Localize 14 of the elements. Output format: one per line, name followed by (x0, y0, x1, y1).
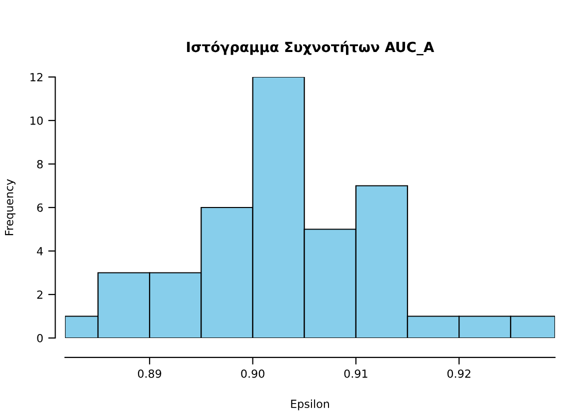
y-tick-label: 6 (37, 203, 43, 212)
y-axis-title: Frequency (5, 179, 16, 236)
y-tick-label: 8 (37, 160, 43, 168)
y-tick-label: 10 (30, 116, 43, 125)
chart-title: Ιστόγραμμα Συχνοτήτων AUC_A (187, 40, 434, 56)
y-tick-label: 2 (37, 290, 42, 299)
x-tick-label: 0.89 (138, 369, 162, 378)
x-axis-title: Epsilon (291, 399, 329, 410)
y-tick-label: 0 (37, 334, 43, 342)
x-tick-label: 0.92 (447, 369, 470, 378)
x-tick-label: 0.90 (241, 369, 264, 378)
y-tick-label: 12 (30, 72, 42, 82)
x-tick-label: 0.91 (344, 369, 368, 378)
y-tick-label: 4 (36, 247, 43, 256)
